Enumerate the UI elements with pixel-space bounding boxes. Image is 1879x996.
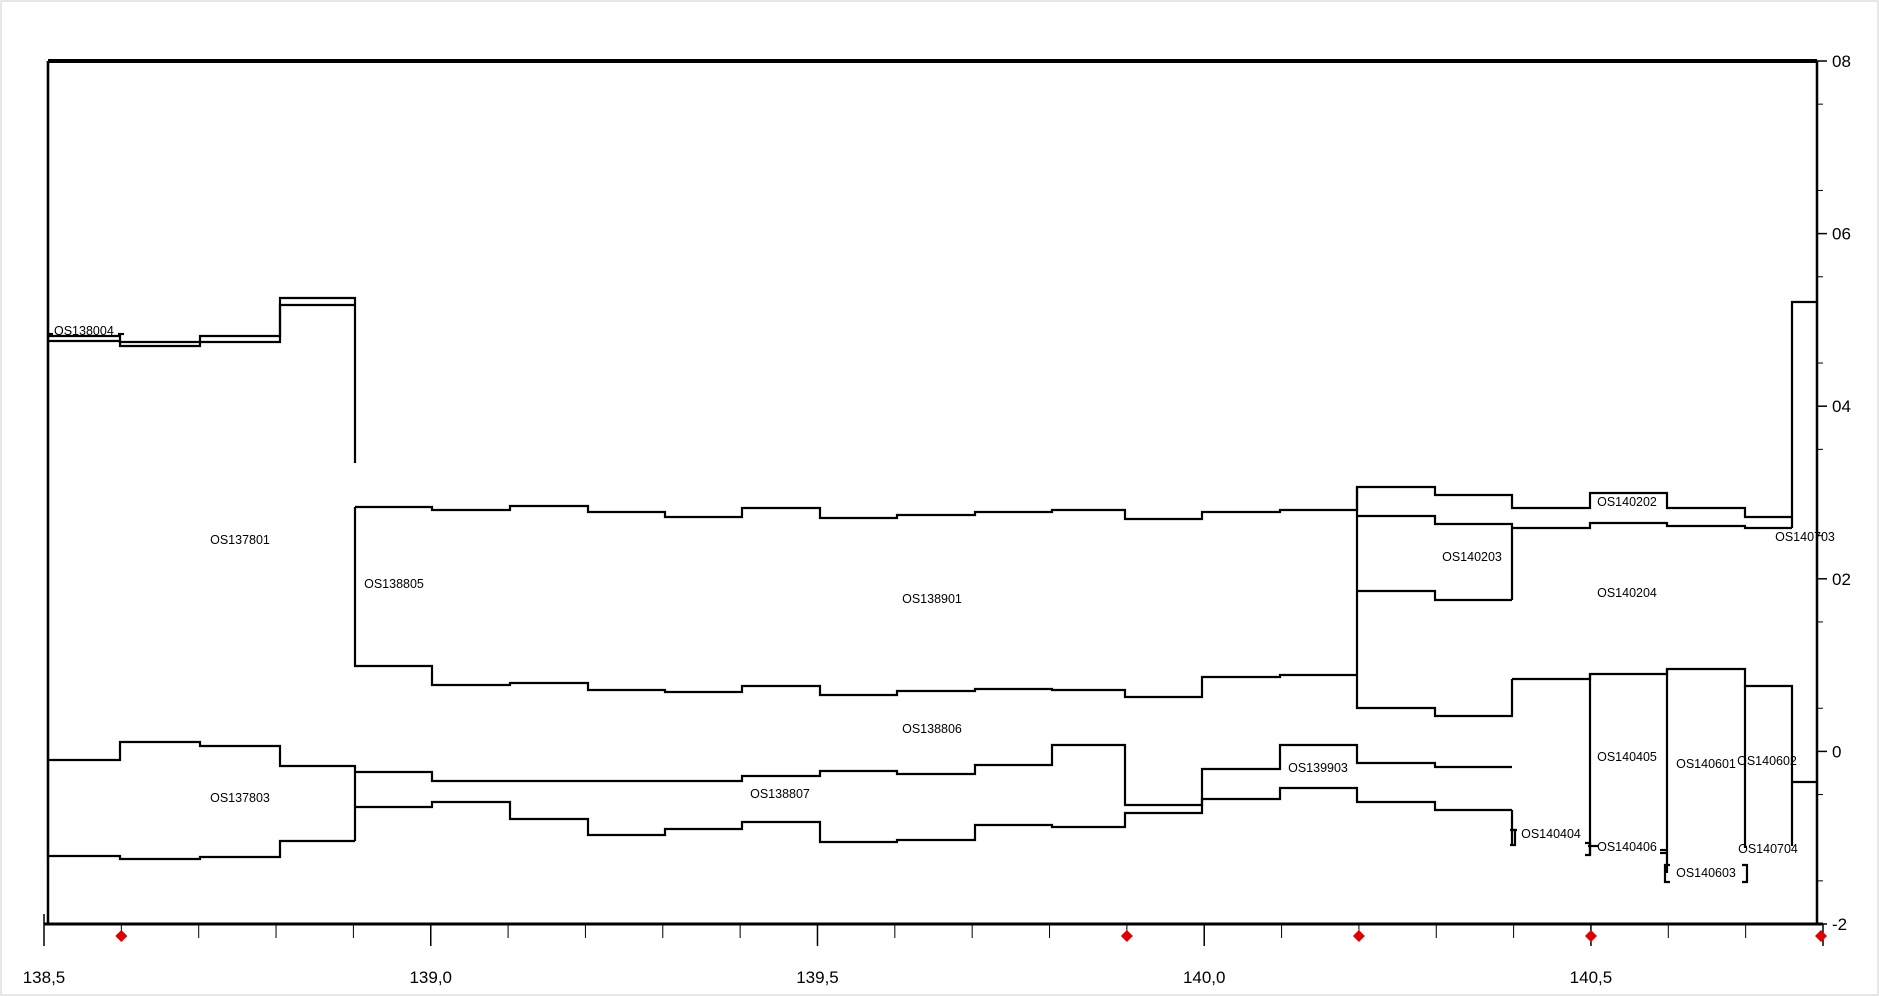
boundary-line: [355, 485, 1792, 521]
unit-label: OS140601: [1676, 757, 1736, 771]
unit-label: OS140204: [1597, 586, 1657, 600]
unit-label: OS140406: [1597, 840, 1657, 854]
boundary-line: [355, 786, 1512, 844]
boundary-line: [46, 61, 357, 463]
y-axis: 08 06 04 02 0 -2: [1817, 52, 1851, 934]
x-axis: 138,5 139,0 139,5 140,0 140,5: [23, 924, 1824, 987]
y-tick-label: 06: [1832, 225, 1851, 244]
borehole-marker: [1584, 930, 1597, 942]
bracket-line: [1663, 863, 1670, 884]
borehole-marker: [1120, 930, 1133, 942]
boundary-line: [1355, 487, 1514, 718]
unit-label: OS138805: [364, 577, 424, 591]
unit-label: OS140404: [1521, 827, 1581, 841]
y-tick-label: 08: [1832, 52, 1851, 71]
borehole-marker: [115, 930, 128, 942]
borehole-marker: [1815, 930, 1827, 942]
unit-label: OS140703: [1775, 530, 1835, 544]
unit-label: OS139903: [1288, 761, 1348, 775]
y-tick-label: 04: [1832, 397, 1851, 416]
unit-label: OS138806: [902, 722, 962, 736]
y-tick-label: -2: [1832, 915, 1847, 934]
x-tick-label: 140,5: [1570, 968, 1613, 987]
unit-label: OS138901: [902, 592, 962, 606]
bracket-line: [1585, 841, 1592, 857]
unit-boundaries: [46, 61, 1817, 884]
boundary-line: [355, 743, 1512, 807]
unit-label: OS138807: [750, 787, 810, 801]
x-tick-label: 140,0: [1183, 968, 1226, 987]
x-tick-label: 139,0: [409, 968, 452, 987]
boundary-line: [1357, 589, 1512, 602]
borehole-marker: [1352, 930, 1365, 942]
boundary-line: [1357, 514, 1514, 600]
unit-label: OS140602: [1737, 754, 1797, 768]
boundary-line: [1790, 300, 1817, 528]
boundary-line: [1512, 521, 1792, 530]
unit-label: OS140202: [1597, 495, 1657, 509]
y-tick-label: 02: [1832, 570, 1851, 589]
boundary-line: [353, 507, 1357, 699]
unit-label: OS140203: [1442, 550, 1502, 564]
boundary-line: [46, 336, 357, 841]
unit-label: OS140603: [1676, 866, 1736, 880]
x-tick-label: 138,5: [23, 968, 66, 987]
unit-labels: OS138004 OS137801 OS137803 OS138805 OS138901…: [54, 324, 1835, 880]
unit-label: OS138004: [54, 324, 114, 338]
unit-label: OS140405: [1597, 750, 1657, 764]
x-tick-label: 139,5: [796, 968, 839, 987]
boundary-line: [46, 760, 355, 861]
bracket-line: [1742, 863, 1749, 884]
unit-label: OS137801: [210, 533, 270, 547]
boundary-line: [48, 303, 355, 348]
borehole-markers: [115, 930, 1827, 942]
y-tick-label: 0: [1832, 742, 1841, 761]
unit-label: OS137803: [210, 791, 270, 805]
unit-label: OS140704: [1738, 842, 1798, 856]
